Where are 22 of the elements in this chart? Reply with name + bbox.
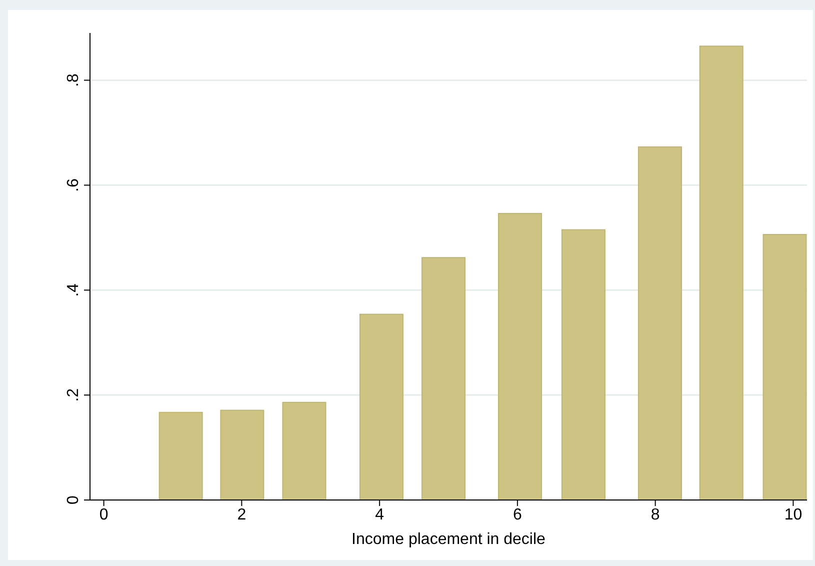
y-tick-label: .2: [65, 388, 82, 402]
bar: [498, 213, 542, 500]
x-axis-title: Income placement in decile: [352, 531, 546, 548]
y-tick-label: .4: [65, 283, 82, 297]
x-tick-label: 2: [237, 506, 246, 524]
y-tick-label: 0: [65, 495, 82, 504]
bar: [638, 146, 682, 500]
bar: [220, 410, 264, 500]
x-tick-label: 4: [375, 506, 384, 524]
bar: [561, 229, 606, 500]
y-tick-label: .6: [65, 178, 82, 192]
x-tick-label: 6: [512, 506, 522, 524]
x-tick-label: 8: [650, 506, 660, 524]
bar: [158, 412, 203, 500]
bar: [762, 234, 807, 500]
bar: [359, 314, 404, 500]
bar: [699, 46, 744, 500]
x-tick-label: 0: [99, 506, 108, 524]
x-tick-label: 10: [784, 506, 802, 524]
bar: [282, 402, 326, 500]
bar: [421, 257, 466, 500]
y-tick-label: .8: [65, 73, 82, 87]
